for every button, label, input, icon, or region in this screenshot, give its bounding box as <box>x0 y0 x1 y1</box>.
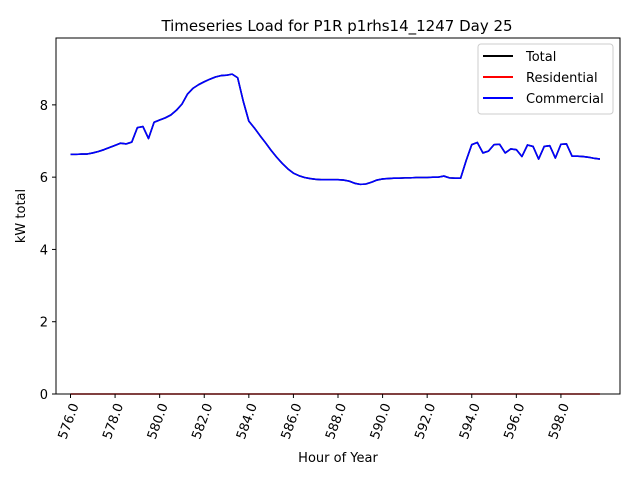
legend-label-residential: Residential <box>526 71 598 86</box>
legend-label-commercial: Commercial <box>526 92 604 107</box>
y-axis-ticks: 0 2 4 6 8 <box>40 99 56 403</box>
legend-label-total: Total <box>525 50 556 65</box>
series-line-commercial <box>70 73 601 186</box>
legend: Total Residential Commercial <box>477 43 614 115</box>
y-tick-label: 0 <box>40 388 48 403</box>
y-tick-label: 4 <box>40 243 48 258</box>
y-axis-label: kW total <box>14 189 29 243</box>
x-axis-label: Hour of Year <box>298 451 378 466</box>
chart-title: Timeseries Load for P1R p1rhs14_1247 Day… <box>160 17 512 36</box>
legend-box <box>477 43 614 115</box>
y-tick-label: 8 <box>40 99 48 114</box>
y-tick-label: 2 <box>40 316 48 331</box>
y-tick-label: 6 <box>40 171 48 186</box>
